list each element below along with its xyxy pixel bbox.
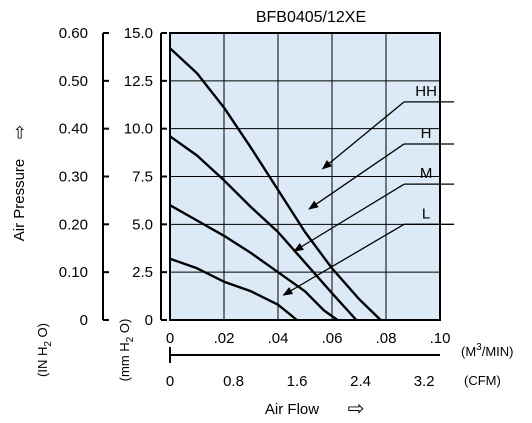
callout-arrow (293, 183, 405, 252)
series-label-l: L (422, 205, 430, 222)
y-inch-tick-label: 0.20 (59, 216, 88, 233)
y-mm-tick-label: 15.0 (124, 25, 153, 42)
y-unit-inch: (IN H2 O) (35, 323, 54, 377)
y-unit-mm: (mm H2 O) (117, 319, 136, 382)
x-primary-tick-label: 0 (166, 330, 174, 347)
series-label-hh: HH (415, 83, 437, 100)
series-label-h: H (421, 125, 432, 142)
callout-arrow (308, 143, 405, 210)
x-primary-tick-label: .06 (322, 330, 343, 347)
x-primary-tick-label: .02 (214, 330, 235, 347)
y-axis-arrow-icon: ⇨ (10, 125, 29, 139)
y-mm-tick-label: 0 (145, 312, 153, 329)
x-secondary-tick-label: 2.4 (350, 373, 371, 390)
y-mm-tick-label: 5.0 (132, 216, 153, 233)
x-axis-title: Air Flow (265, 401, 319, 418)
y-inch-tick-label: 0 (80, 312, 88, 329)
callout-arrow (282, 223, 405, 296)
x-unit-primary: (M3/MIN) (461, 342, 514, 359)
callout-arrow (321, 101, 405, 170)
x-secondary-tick-label: 0 (166, 373, 174, 390)
y-inch-tick-label: 0.40 (59, 121, 88, 138)
x-secondary-tick-label: 0.8 (223, 373, 244, 390)
grid-lines (170, 33, 440, 320)
curve-l (169, 257, 298, 321)
y-inch-tick-label: 0.30 (59, 169, 88, 186)
x-primary-tick-label: .04 (268, 330, 289, 347)
x-primary-tick-label: .08 (376, 330, 397, 347)
x-axis-arrow-icon: ⇨ (348, 398, 365, 420)
y-axis-inch: 0 0.10 0.20 0.30 0.40 0.50 0.60 (59, 25, 109, 329)
y-axis-mm: 0 2.5 5.0 7.5 10.0 12.5 15.0 (124, 25, 167, 329)
y-inch-tick-label: 0.60 (59, 25, 88, 42)
curves-group (169, 47, 382, 321)
curve-m (169, 204, 339, 321)
chart-title: BFB0405/12XE (256, 9, 366, 26)
x-unit-secondary: (CFM) (464, 373, 501, 388)
y-mm-tick-label: 12.5 (124, 73, 153, 90)
x-secondary-tick-label: 1.6 (287, 373, 308, 390)
x-primary-tick-label: .10 (430, 330, 451, 347)
series-label-m: M (420, 165, 433, 182)
x-axis-primary: 0 .02 .04 .06 .08 .10 (166, 330, 451, 347)
y-mm-tick-label: 2.5 (132, 264, 153, 281)
curve-hh (169, 47, 382, 321)
y-axis-title-group: Air Pressure ⇨ (10, 125, 29, 241)
y-axis-title: Air Pressure (11, 159, 28, 242)
y-mm-tick-label: 10.0 (124, 121, 153, 138)
y-mm-tick-label: 7.5 (132, 169, 153, 186)
curve-h (169, 135, 358, 321)
x-axis-secondary: 0 0.8 1.6 2.4 3.2 (166, 347, 440, 390)
y-inch-tick-label: 0.50 (59, 73, 88, 90)
y-inch-tick-label: 0.10 (59, 264, 88, 281)
x-secondary-tick-label: 3.2 (414, 373, 435, 390)
